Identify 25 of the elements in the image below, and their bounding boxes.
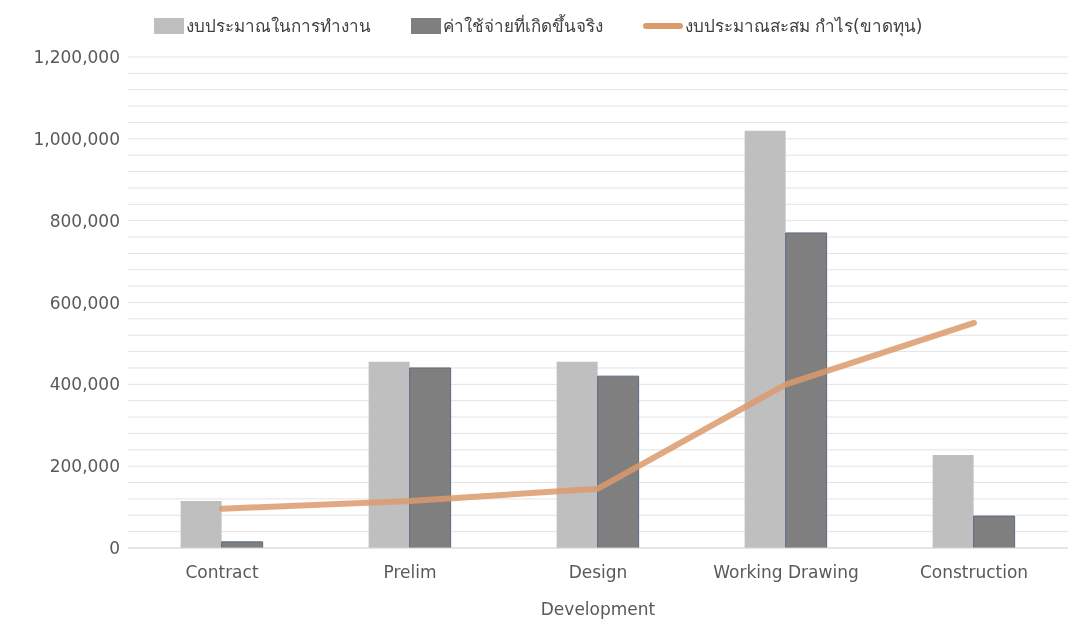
bar [932,455,974,548]
x-tick-label: Prelim [383,562,437,582]
y-tick-label: 400,000 [49,374,120,395]
bar [744,130,786,548]
y-tick-label: 800,000 [49,210,120,231]
x-tick-label: Contract [185,562,259,582]
bar [785,232,828,548]
bar [973,515,1016,548]
bar [221,541,264,548]
x-tick-label: Design Development [540,562,656,619]
legend-label: งบประมาณในการทำงาน [185,15,371,38]
legend-label: ค่าใช้จ่ายที่เกิดขึ้นจริง [442,13,603,38]
bar [597,375,640,548]
bar [556,361,598,548]
y-tick-label: 1,200,000 [33,47,120,68]
y-tick-label: 1,000,000 [33,128,120,149]
legend-label: งบประมาณสะสม กำไร(ขาดทุน) [684,15,923,39]
x-tick-label: Working Drawing [713,562,859,582]
bar [180,500,222,548]
bar [368,361,410,548]
y-tick-label: 200,000 [49,456,120,477]
bar [409,367,452,548]
x-tick-label: Construction [919,562,1029,582]
y-tick-label: 0 [109,538,120,559]
y-tick-label: 600,000 [49,292,120,313]
